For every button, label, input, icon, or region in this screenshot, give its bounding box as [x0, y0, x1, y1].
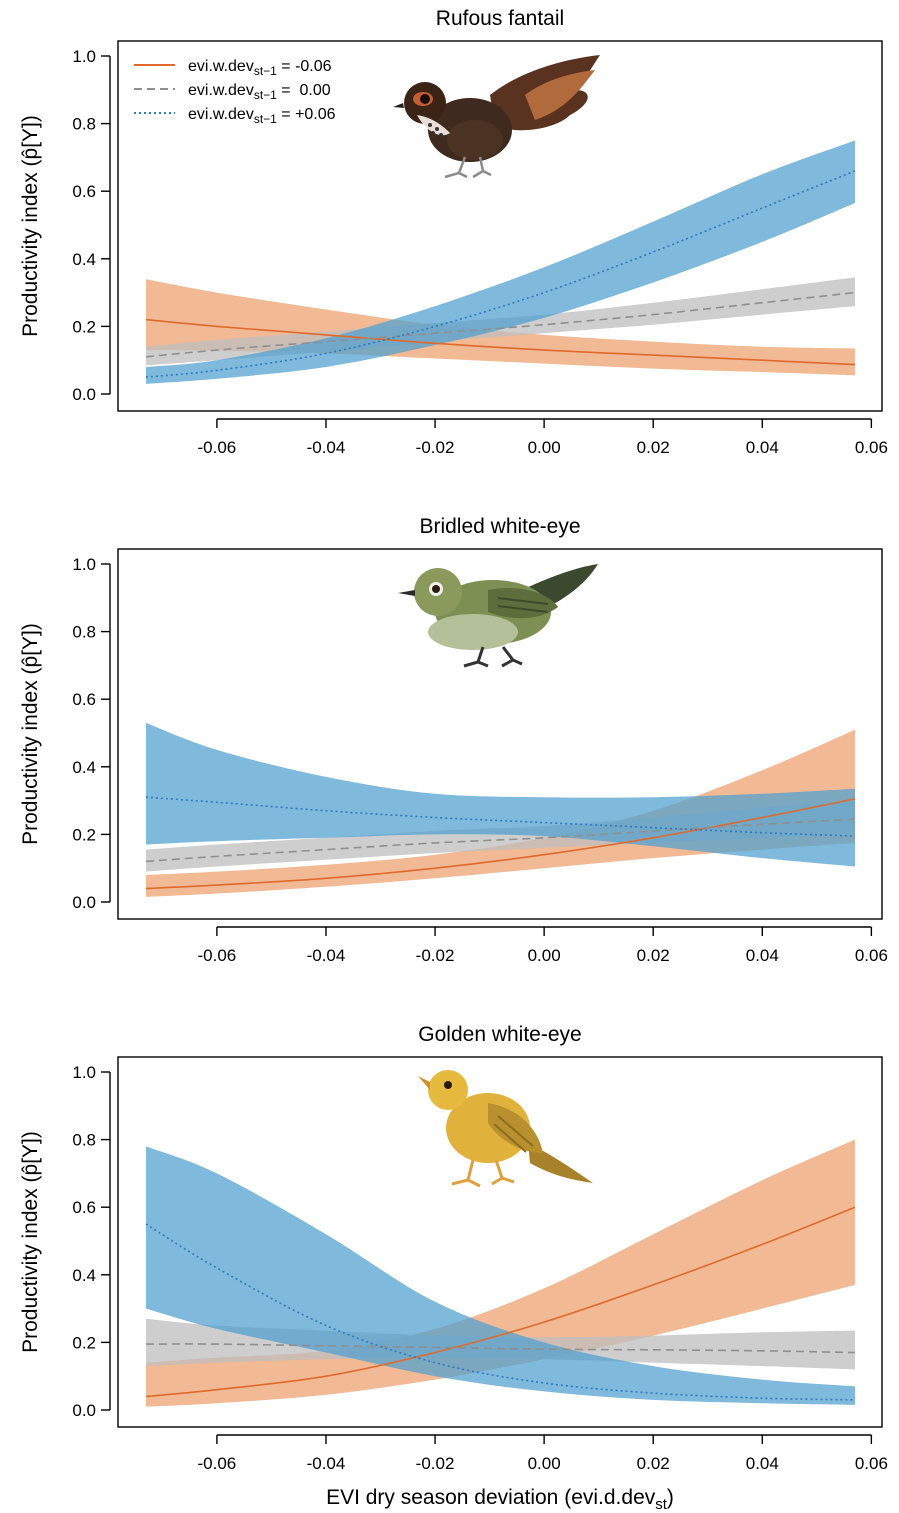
series-line-blue [145, 796, 856, 837]
y-tick-label: 0.8 [72, 1131, 96, 1150]
axes: -0.06 -0.04 -0.02 0.00 0.02 0.04 0.06 0.0 0.2 0.4… [72, 1063, 888, 1473]
golden-white-eye-illustration [418, 1070, 593, 1188]
series-lines [145, 796, 856, 890]
axes: -0.06 -0.04 -0.02 0.00 0.02 0.04 0.06 0.0 0.2 0.4… [72, 555, 888, 965]
x-tick-label: 0.02 [637, 1454, 670, 1473]
x-tick-label: -0.04 [307, 1454, 346, 1473]
y-tick-label: 0.6 [72, 690, 96, 709]
series-line-orange [145, 1206, 856, 1398]
y-axis-label: Productivity index (p̂[Y]) [19, 115, 42, 337]
x-tick-label: 0.04 [746, 438, 779, 457]
y-tick-label: 0.4 [72, 758, 96, 777]
band-orange [146, 729, 855, 897]
x-tick-label: 0.04 [746, 1454, 779, 1473]
confidence-bands [146, 1139, 855, 1407]
axes: -0.06 -0.04 -0.02 0.00 0.02 0.04 0.06 0.0 0.2 0.4… [72, 47, 888, 457]
y-axis-label: Productivity index (p̂[Y]) [19, 623, 42, 845]
legend: evi.w.devst−1 = -0.06 evi.w.devst−1 = 0.… [134, 58, 336, 126]
x-tick-label: -0.02 [416, 438, 455, 457]
y-tick-label: 0.2 [72, 1333, 96, 1352]
x-tick-label: -0.04 [307, 946, 346, 965]
y-tick-label: 1.0 [72, 47, 96, 66]
y-tick-label: 0.4 [72, 1266, 96, 1285]
bridled-white-eye-illustration [398, 564, 598, 668]
x-tick-label: -0.02 [416, 1454, 455, 1473]
y-tick-label: 0.0 [72, 893, 96, 912]
confidence-bands [146, 140, 855, 384]
x-tick-label: -0.02 [416, 946, 455, 965]
y-tick-label: 0.0 [72, 385, 96, 404]
panel-rufous-fantail: Rufous fantail evi.w.devst−1 = -0.06 [19, 7, 888, 457]
band-blue [146, 722, 855, 867]
legend-entry-orange: evi.w.devst−1 = -0.06 [188, 58, 332, 78]
series-line-grey [145, 291, 856, 358]
y-tick-label: 0.4 [72, 250, 96, 269]
legend-entry-blue: evi.w.devst−1 = +0.06 [188, 106, 336, 126]
x-tick-label: 0.00 [528, 946, 561, 965]
x-tick-label: 0.06 [855, 438, 888, 457]
y-tick-label: 0.8 [72, 115, 96, 134]
x-tick-label: 0.06 [855, 1454, 888, 1473]
y-tick-label: 0.6 [72, 1198, 96, 1217]
panel-title: Golden white-eye [418, 1023, 581, 1046]
y-tick-label: 0.2 [72, 825, 96, 844]
series-line-orange [145, 318, 856, 366]
plot-frame [117, 40, 883, 412]
panel-title: Rufous fantail [436, 7, 564, 30]
series-line-grey [145, 818, 856, 863]
series-line-blue [145, 1223, 856, 1401]
panel-title: Bridled white-eye [419, 515, 580, 538]
x-tick-label: 0.00 [528, 1454, 561, 1473]
x-tick-label: -0.04 [307, 438, 346, 457]
y-axis-label: Productivity index (p̂[Y]) [19, 1131, 42, 1353]
x-tick-label: -0.06 [198, 1454, 237, 1473]
x-tick-label: -0.06 [198, 438, 237, 457]
y-tick-label: 0.6 [72, 182, 96, 201]
series-line-blue [145, 170, 856, 378]
panel-bridled-white-eye: Bridled white-eye -0.06 -0.04 -0.02 0.00 0.0… [19, 515, 888, 965]
x-tick-label: 0.06 [855, 946, 888, 965]
x-tick-label: -0.06 [198, 946, 237, 965]
series-line-orange [145, 798, 856, 890]
x-tick-label: 0.00 [528, 438, 561, 457]
legend-entry-grey: evi.w.devst−1 = 0.00 [188, 82, 331, 102]
band-blue [146, 1146, 855, 1405]
series-line-grey [145, 1343, 856, 1354]
x-axis-label: EVI dry season deviation (evi.d.devst) [326, 1486, 674, 1513]
x-tick-label: 0.02 [637, 438, 670, 457]
y-tick-label: 0.8 [72, 623, 96, 642]
y-tick-label: 1.0 [72, 555, 96, 574]
series-lines [145, 170, 856, 378]
y-tick-label: 1.0 [72, 1063, 96, 1082]
y-tick-label: 0.2 [72, 317, 96, 336]
y-tick-label: 0.0 [72, 1401, 96, 1420]
panel-golden-white-eye: Golden white-eye -0.06 -0.04 -0.02 0.00 0.02… [19, 1023, 888, 1473]
x-tick-label: 0.02 [637, 946, 670, 965]
series-lines [145, 1206, 856, 1401]
x-tick-label: 0.04 [746, 946, 779, 965]
plot-frame [117, 548, 883, 920]
plot-frame [117, 1056, 883, 1428]
confidence-bands [146, 722, 855, 897]
rufous-fantail-illustration [393, 55, 600, 179]
